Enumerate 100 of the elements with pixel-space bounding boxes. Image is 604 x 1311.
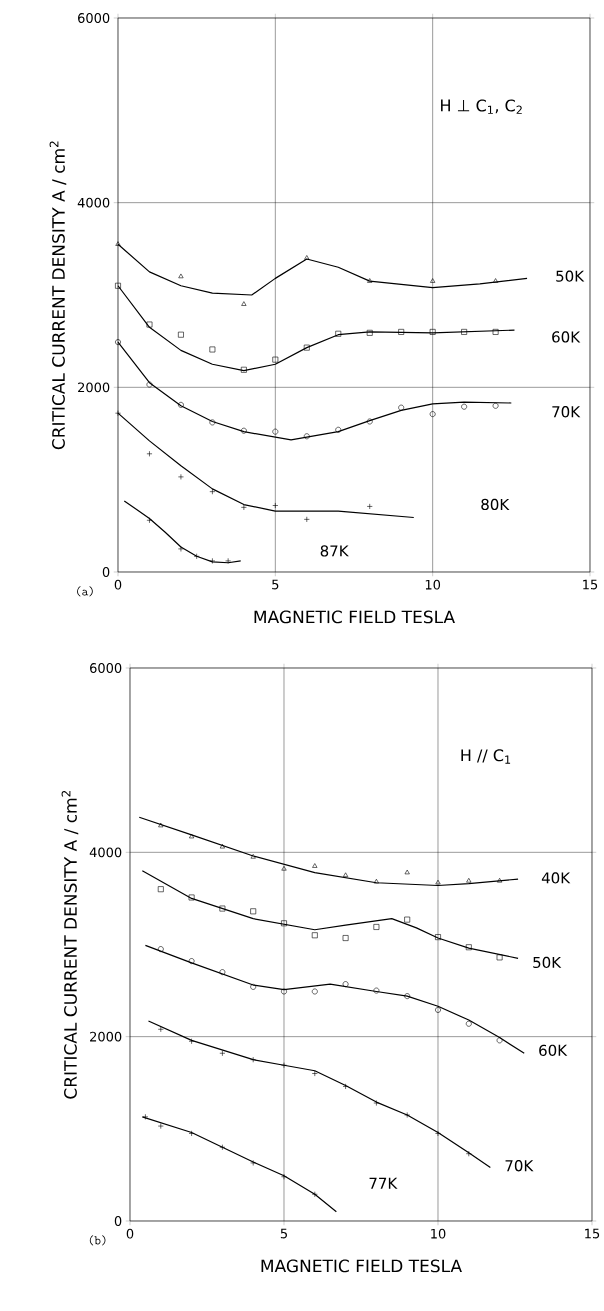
point	[492, 329, 499, 335]
point	[250, 854, 256, 859]
line-series	[123, 500, 242, 564]
y-tick-label: 2000	[90, 1031, 122, 1042]
point	[178, 401, 184, 408]
annotation: H ⊥ C$_{1}$, C$_{2}$	[441, 99, 522, 114]
point	[281, 866, 287, 871]
point	[303, 344, 310, 351]
annotation: H // C$_{1}$	[461, 749, 511, 764]
point	[146, 321, 153, 328]
point	[272, 356, 279, 363]
point	[404, 869, 410, 875]
line-series	[141, 870, 519, 959]
point	[240, 427, 247, 434]
point	[366, 418, 373, 425]
point	[209, 346, 216, 353]
text: 40K	[541, 872, 571, 884]
point	[281, 920, 287, 927]
point	[157, 946, 164, 952]
y-tick-label: 0	[102, 567, 110, 577]
point	[404, 916, 411, 923]
line-series	[144, 944, 525, 1054]
point	[373, 987, 380, 994]
point	[435, 934, 441, 941]
point	[272, 428, 279, 435]
point	[303, 433, 310, 440]
y-tick-label: 4000	[89, 847, 122, 858]
text: 60K	[539, 1044, 568, 1057]
point	[335, 330, 342, 337]
point	[430, 278, 436, 283]
text: 70K	[505, 1160, 534, 1172]
point	[250, 983, 257, 990]
point	[335, 426, 342, 433]
x-tick-label: 15	[583, 579, 598, 590]
line-series	[147, 1020, 491, 1169]
point	[496, 954, 503, 961]
point	[311, 932, 318, 939]
text: 70K	[552, 406, 581, 418]
text: 50K	[533, 956, 562, 969]
x-tick-label: 10	[425, 579, 441, 590]
point	[240, 366, 247, 373]
point	[466, 877, 472, 883]
point	[188, 958, 195, 964]
point	[250, 908, 257, 915]
point	[496, 1037, 503, 1044]
point	[189, 833, 195, 839]
point	[461, 329, 468, 335]
text: (a)	[77, 586, 93, 597]
x-axis-title: MAGNETIC FIELD TESLA	[261, 1259, 462, 1273]
point	[367, 278, 373, 283]
point	[219, 843, 225, 849]
point	[373, 878, 379, 884]
point	[435, 1007, 441, 1013]
text: (b)	[89, 1235, 106, 1246]
point	[157, 886, 164, 893]
y-axis-title: CRITICAL CURRENT DENSITY A / cm$^{2}$	[61, 791, 79, 1099]
point	[461, 403, 468, 410]
y-axis-title: CRITICAL CURRENT DENSITY A / cm$^{2}$	[49, 141, 67, 450]
text: 87K	[320, 545, 349, 557]
y-tick-label: 0	[114, 1216, 122, 1226]
point	[492, 402, 499, 409]
point	[429, 411, 436, 417]
point	[342, 935, 349, 941]
x-tick-label: 5	[272, 579, 279, 590]
point	[178, 273, 184, 279]
text: 77K	[369, 1177, 398, 1189]
point	[465, 1020, 472, 1027]
line-series	[138, 816, 519, 887]
point	[343, 872, 349, 877]
point	[497, 877, 503, 883]
point	[146, 381, 153, 388]
x-tick-label: 5	[280, 1228, 287, 1239]
point	[178, 331, 184, 338]
text: 60K	[552, 331, 581, 343]
point	[304, 255, 310, 260]
point	[342, 981, 349, 988]
point	[158, 822, 164, 828]
text: 50K	[556, 270, 585, 282]
point	[366, 329, 373, 336]
y-tick-label: 6000	[78, 13, 110, 23]
point	[429, 329, 436, 335]
x-tick-label: 0	[126, 1228, 134, 1239]
point	[241, 301, 247, 306]
text: 80K	[481, 498, 510, 511]
y-tick-label: 6000	[90, 663, 122, 673]
point	[115, 282, 121, 289]
point	[398, 329, 405, 335]
point	[281, 988, 287, 995]
point	[465, 944, 472, 951]
x-axis-title: MAGNETIC FIELD TESLA	[254, 610, 455, 624]
x-tick-label: 15	[585, 1228, 600, 1239]
y-tick-label: 2000	[78, 382, 110, 393]
y-tick-label: 4000	[77, 197, 110, 208]
point	[209, 419, 216, 426]
x-tick-label: 10	[431, 1228, 446, 1239]
point	[398, 404, 405, 411]
point	[435, 879, 441, 885]
point	[219, 969, 226, 976]
point	[312, 863, 318, 868]
point	[404, 993, 411, 999]
